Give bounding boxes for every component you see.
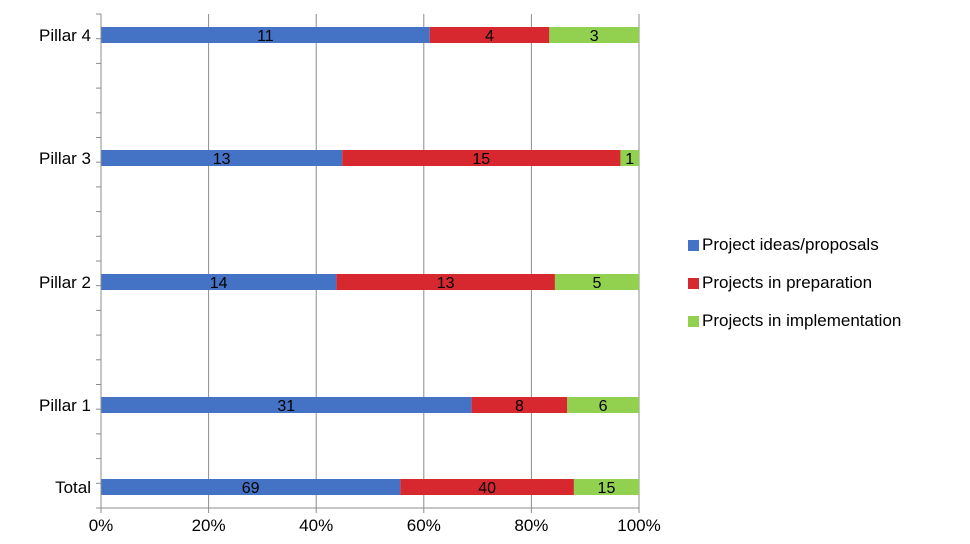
bar-implementation	[567, 397, 639, 413]
bars: 11 4 313 15 114 13 531 8 669 40 15	[101, 27, 639, 497]
bar-ideas	[101, 27, 430, 43]
data-label: 14	[210, 275, 228, 292]
category-label: Pillar 1	[39, 396, 91, 415]
x-tick-label: 20%	[192, 516, 226, 535]
bar-implementation	[554, 274, 639, 290]
bar-preparation	[336, 274, 555, 290]
category-label: Total	[55, 478, 91, 497]
legend-label-implementation: Projects in implementation	[702, 311, 902, 330]
bar-ideas	[101, 479, 401, 495]
data-label: 5	[593, 275, 602, 292]
x-tick-labels: 0% 20% 40% 60% 80% 100%	[89, 516, 661, 535]
data-label: 8	[515, 398, 524, 415]
category-label: Pillar 2	[39, 273, 91, 292]
data-label: 13	[213, 151, 231, 168]
legend: Project ideas/proposals Projects in prep…	[688, 226, 901, 340]
legend-item-preparation: Projects in preparation	[688, 264, 901, 302]
x-tick-label: 80%	[514, 516, 548, 535]
bar-implementation	[620, 150, 639, 166]
data-label: 11	[257, 28, 274, 45]
legend-swatch-preparation	[688, 277, 699, 289]
x-tick-label: 40%	[299, 516, 333, 535]
data-label: 6	[599, 398, 608, 415]
legend-label-ideas: Project ideas/proposals	[702, 235, 879, 254]
data-label: 1	[625, 151, 634, 168]
data-label: 13	[437, 275, 455, 292]
bar-ideas	[101, 397, 472, 413]
data-label: 15	[472, 151, 490, 168]
axes	[96, 13, 640, 513]
bar-preparation	[429, 27, 550, 43]
bar-preparation	[471, 397, 568, 413]
legend-swatch-implementation	[688, 315, 699, 327]
data-label: 4	[485, 28, 494, 45]
x-tick-label: 100%	[617, 516, 660, 535]
category-label: Pillar 3	[39, 149, 91, 168]
legend-label-preparation: Projects in preparation	[702, 273, 873, 292]
legend-swatch-ideas	[688, 239, 699, 251]
legend-item-ideas: Project ideas/proposals	[688, 226, 901, 264]
bar-implementation	[549, 27, 639, 43]
category-label: Pillar 4	[39, 26, 91, 45]
bar-preparation	[400, 479, 574, 495]
bar-ideas	[101, 150, 343, 166]
data-label: 31	[277, 398, 295, 415]
bar-implementation	[573, 479, 639, 495]
x-tick-label: 0%	[89, 516, 114, 535]
data-label: 3	[590, 28, 599, 45]
x-tick-label: 60%	[407, 516, 441, 535]
data-label: 15	[598, 480, 616, 497]
category-labels: Pillar 4 Pillar 3 Pillar 2 Pillar 1 Total	[39, 26, 91, 497]
bar-preparation	[342, 150, 621, 166]
data-label: 40	[478, 480, 496, 497]
data-label: 69	[242, 480, 260, 497]
legend-item-implementation: Projects in implementation	[688, 302, 901, 340]
gridlines	[208, 14, 640, 508]
bar-ideas	[101, 274, 337, 290]
